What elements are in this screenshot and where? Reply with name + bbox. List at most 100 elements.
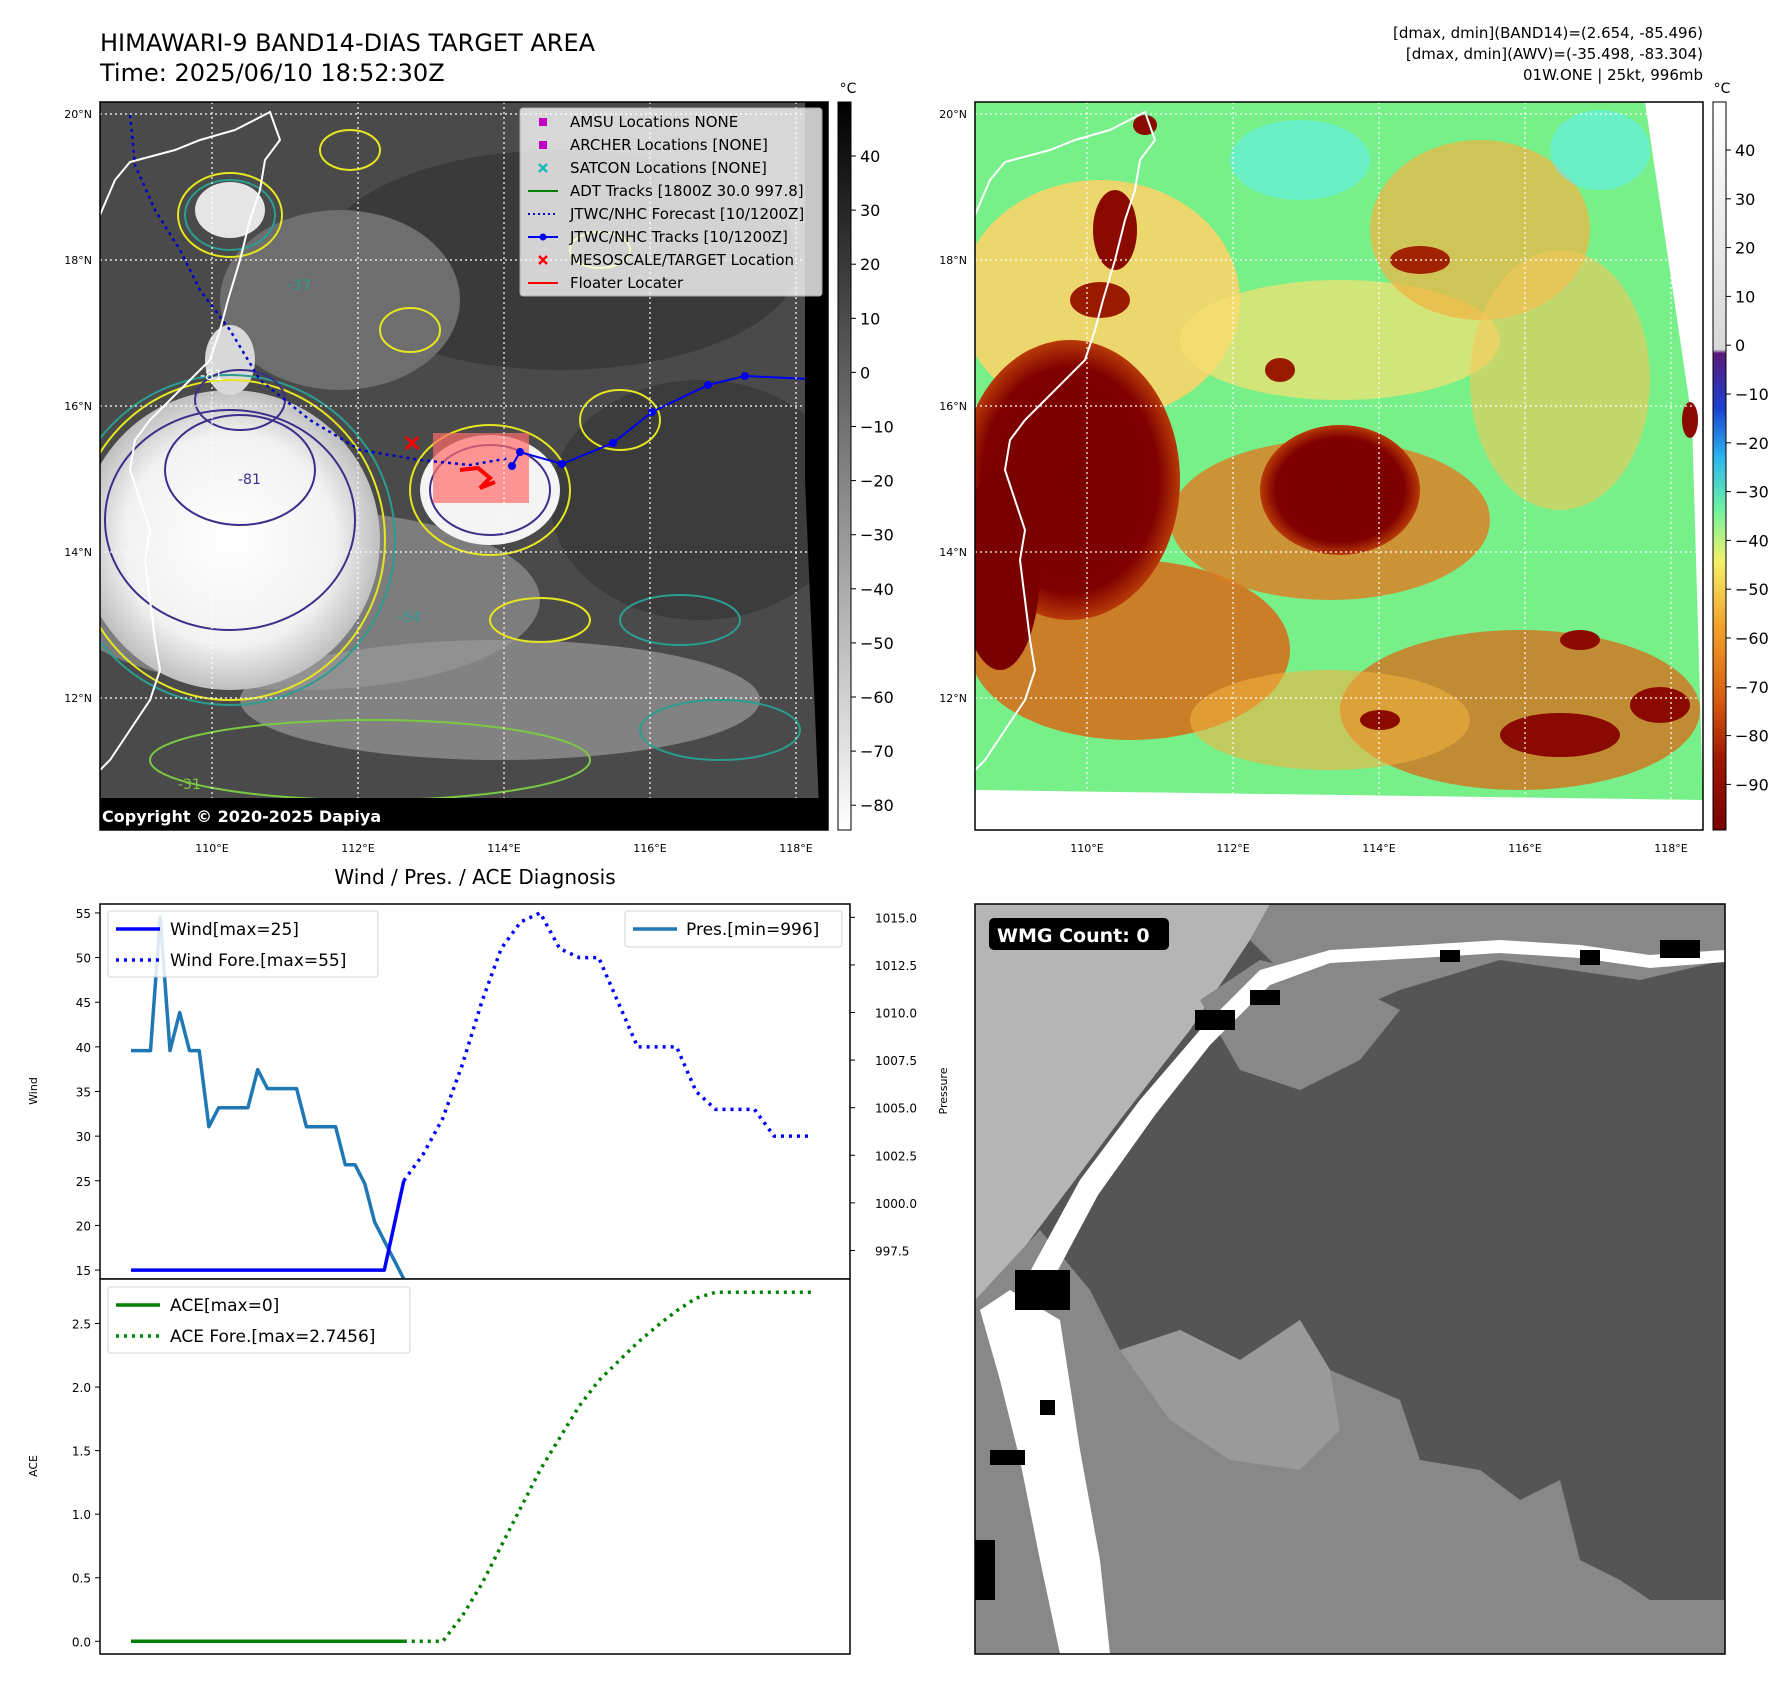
svg-text:°C: °C xyxy=(1714,81,1731,97)
legend-marker-stroke xyxy=(538,255,548,265)
series-line xyxy=(131,1180,406,1272)
legend-marker-x xyxy=(538,255,548,265)
colorbar-tick-label: −50 xyxy=(860,634,894,653)
target-marker xyxy=(404,435,420,451)
legend-label: ADT Tracks [1800Z 30.0 997.8] xyxy=(570,182,804,200)
y-tick-label: 20 xyxy=(76,1219,91,1233)
svg-text:110°E: 110°E xyxy=(195,842,228,855)
legend-marker-dot xyxy=(539,233,547,241)
forecast-track xyxy=(128,114,511,467)
wmg-count-text: WMG Count: 0 xyxy=(997,925,1150,947)
colorbar-tick-label: −60 xyxy=(1735,629,1769,648)
colorbar-tick-label: −40 xyxy=(1735,531,1769,550)
y-tick-label: 2.5 xyxy=(72,1317,91,1331)
colorbar-tick-label: −80 xyxy=(1735,727,1769,746)
y-tick-label: 2.0 xyxy=(72,1381,91,1395)
svg-text:18°N: 18°N xyxy=(939,254,967,267)
colorbar-tick-label: 20 xyxy=(860,255,880,274)
ir-lon-labels: 110°E 112°E 114°E 116°E 118°E xyxy=(195,842,812,855)
info-band14: [dmax, dmin](BAND14)=(2.654, -85.496) xyxy=(1393,24,1703,42)
y-tick-label: 50 xyxy=(76,952,91,966)
colorbar-tick-label: −10 xyxy=(1735,385,1769,404)
y-tick-label: 1002.5 xyxy=(875,1149,917,1163)
figure-time: Time: 2025/06/10 18:52:30Z xyxy=(99,59,445,87)
legend-marker-x xyxy=(538,163,548,173)
awv-colorbar: °C 40 30 20 10 0 −10 −20 −30 −40 −50 −60 −70 −80 −90 xyxy=(1712,81,1769,831)
colorbar-tick-label: 10 xyxy=(860,309,880,328)
info-awv: [dmax, dmin](AWV)=(-35.498, -83.304) xyxy=(1406,45,1703,63)
colorbar-tick-label: −20 xyxy=(1735,434,1769,453)
colorbar-tick-label: −30 xyxy=(1735,483,1769,502)
colorbar-tick-label: −30 xyxy=(860,526,894,545)
svg-text:12°N: 12°N xyxy=(64,692,92,705)
best-track xyxy=(511,374,828,467)
colorbar-tick-label: 30 xyxy=(1735,190,1755,209)
wmg-white-band xyxy=(980,1290,1110,1654)
svg-text:114°E: 114°E xyxy=(487,842,520,855)
coastline xyxy=(975,110,1157,771)
legend-ace-forecast: ACE Fore.[max=2.7456] xyxy=(170,1327,375,1347)
contour-label: -31 xyxy=(178,777,201,793)
figure-title: HIMAWARI-9 BAND14-DIAS TARGET AREA xyxy=(100,29,596,57)
y-tick-label: 30 xyxy=(76,1130,91,1144)
series-line xyxy=(403,1290,813,1644)
convective-cloud-west xyxy=(100,390,380,690)
legend-label: JTWC/NHC Tracks [10/1200Z] xyxy=(569,228,788,246)
y-tick-label: 25 xyxy=(76,1175,91,1189)
y-tick-label: 35 xyxy=(76,1086,91,1100)
colorbar-tick-label: −40 xyxy=(860,580,894,599)
y-tick-label: 55 xyxy=(76,907,91,921)
awv-lon-labels: 110°E 112°E 114°E 116°E 118°E xyxy=(1070,842,1687,855)
svg-text:12°N: 12°N xyxy=(939,692,967,705)
ir-colorbar: °C 40 30 20 10 0 −10 −20 −30 −40 −50 −60 −70 −80 xyxy=(837,81,894,831)
svg-text:20°N: 20°N xyxy=(939,108,967,121)
floater-locater xyxy=(459,465,496,490)
copyright-strip xyxy=(100,798,828,830)
legend-wind: Wind[max=25] xyxy=(170,920,299,940)
y-tick-label: 1015.0 xyxy=(875,911,917,925)
colorbar-tick-label: −80 xyxy=(860,796,894,815)
y-tick-label: 1.5 xyxy=(72,1445,91,1459)
best-track-points xyxy=(508,372,749,470)
wmg-panel: WMG Count: 0 xyxy=(974,903,1726,1655)
svg-text:118°E: 118°E xyxy=(1654,842,1687,855)
y-tick-label: 0.0 xyxy=(72,1635,91,1649)
legend-label: Floater Locater xyxy=(570,274,684,292)
svg-text:112°E: 112°E xyxy=(1216,842,1249,855)
awv-map-panel: 20°N 18°N 16°N 14°N 12°N 110°E 112°E 114… xyxy=(939,101,1704,855)
svg-text:116°E: 116°E xyxy=(1508,842,1541,855)
legend-label: SATCON Locations [NONE] xyxy=(570,159,767,177)
pressure-legend: Pres.[min=996] xyxy=(624,910,843,948)
legend-label: MESOSCALE/TARGET Location xyxy=(570,251,794,269)
svg-text:20°N: 20°N xyxy=(64,108,92,121)
colorbar-tick-label: 40 xyxy=(860,147,880,166)
pressure-axis-label: Pressure xyxy=(937,1067,950,1114)
svg-text:114°E: 114°E xyxy=(1362,842,1395,855)
colorbar-tick-label: −70 xyxy=(860,742,894,761)
y-tick-label: 0.5 xyxy=(72,1572,91,1586)
y-tick-label: 1.0 xyxy=(72,1508,91,1522)
svg-text:14°N: 14°N xyxy=(64,546,92,559)
legend-marker-square xyxy=(539,118,547,126)
y-tick-label: 45 xyxy=(76,996,91,1010)
info-storm: 01W.ONE | 25kt, 996mb xyxy=(1523,66,1703,84)
legend-label: JTWC/NHC Forecast [10/1200Z] xyxy=(569,205,804,223)
legend-marker-square xyxy=(539,141,547,149)
legend-marker-stroke xyxy=(538,163,548,173)
wmg-light-region xyxy=(975,904,1270,1300)
svg-text:16°N: 16°N xyxy=(64,400,92,413)
ace-chart: ACE 2.5 2.0 1.5 1.0 0.5 0.0 ACE[max=0] ACE Fo… xyxy=(27,1278,851,1655)
svg-text:110°E: 110°E xyxy=(1070,842,1103,855)
y-tick-label: 1005.0 xyxy=(875,1102,917,1116)
legend-label: AMSU Locations NONE xyxy=(570,113,738,131)
colorbar-tick-label: 0 xyxy=(860,363,870,382)
svg-text:118°E: 118°E xyxy=(779,842,812,855)
y-tick-label: 1007.5 xyxy=(875,1054,917,1068)
svg-text:18°N: 18°N xyxy=(64,254,92,267)
colorbar-tick-label: 0 xyxy=(1735,336,1745,355)
colorbar-tick-label: 30 xyxy=(860,201,880,220)
colorbar-tick-label: 40 xyxy=(1735,141,1755,160)
wind-pressure-chart: Wind Pressure 55 50 45 40 35 30 25 20 15 1015.0 1… xyxy=(27,903,950,1280)
wind-legend: Wind[max=25] Wind Fore.[max=55] xyxy=(107,910,379,978)
diagnosis-title: Wind / Pres. / ACE Diagnosis xyxy=(334,865,615,889)
